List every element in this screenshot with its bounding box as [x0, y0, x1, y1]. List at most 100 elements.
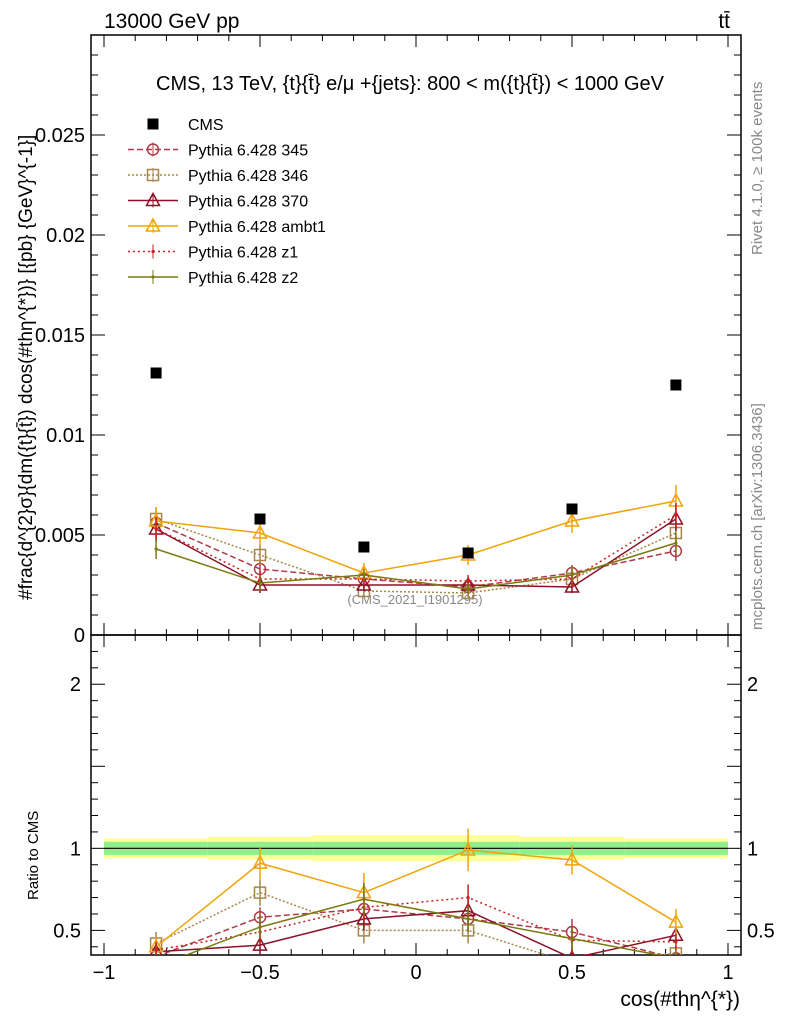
data-point-CMS — [358, 541, 370, 553]
series-line-p345 — [158, 908, 666, 955]
data-point-p346 — [253, 548, 267, 562]
y-tick-label: 0.02 — [46, 225, 85, 247]
beam-label: 13000 GeV pp — [104, 10, 239, 33]
y-tick-label-right: 0.5 — [747, 920, 775, 942]
series-z1 — [154, 503, 678, 587]
legend-marker-z2 — [151, 275, 155, 279]
data-point-z2 — [258, 925, 262, 929]
data-point-z2 — [154, 547, 158, 551]
legend-label: CMS — [188, 117, 224, 134]
data-point-z2 — [155, 965, 158, 968]
data-point-z1 — [674, 940, 678, 944]
y-tick-label: 0.01 — [46, 425, 85, 447]
legend-marker-p370 — [145, 191, 161, 207]
data-point-z2 — [362, 573, 366, 577]
y-tick-label: 0 — [74, 625, 85, 647]
x-tick-label: −1 — [93, 962, 116, 984]
data-point-z2 — [466, 587, 470, 591]
series-CMS — [150, 367, 682, 559]
main-panel: 0 0.005 0.01 0.015 0.02 0.025 — [35, 34, 742, 647]
series-line-z2 — [155, 542, 677, 590]
y-tick-label: 0.025 — [35, 125, 85, 147]
data-point-ambt1 — [252, 524, 268, 539]
series-z2 — [155, 882, 677, 968]
data-point-z2 — [466, 917, 470, 921]
data-point-z1 — [154, 948, 158, 952]
series-line-p346 — [155, 891, 676, 955]
data-point-ambt1 — [564, 512, 580, 527]
legend-item-z2: Pythia 6.428 z2 — [128, 270, 298, 287]
legend: CMS Pythia 6.428 345 Pythia 6.428 346 Pythi… — [128, 117, 326, 287]
series-line-z1 — [155, 514, 677, 582]
data-point-p370 — [149, 943, 163, 955]
series-line-p370 — [156, 909, 677, 955]
data-point-z2 — [258, 581, 262, 585]
ratio-panel: −1 −0.5 0 0.5 1 0.5 0.5 1 1 2 2 — [53, 634, 775, 984]
legend-item-ambt1: Pythia 6.428 ambt1 — [128, 217, 326, 236]
rivet-label: Rivet 4.1.0, ≥ 100k events — [749, 82, 766, 255]
legend-item-p346: Pythia 6.428 346 — [128, 168, 308, 185]
data-point-z2 — [570, 936, 574, 941]
data-point-ambt1 — [460, 841, 476, 856]
data-point-z2 — [674, 957, 677, 960]
legend-marker-p346 — [146, 168, 160, 182]
legend-item-CMS: CMS — [147, 117, 224, 134]
legend-label: Pythia 6.428 345 — [188, 143, 308, 160]
legend-marker-ambt1 — [145, 217, 161, 232]
legend-label: Pythia 6.428 ambt1 — [188, 219, 326, 236]
data-point-CMS — [462, 547, 474, 559]
series-z2 — [154, 533, 678, 595]
legend-marker-CMS — [147, 118, 159, 130]
data-point-z1 — [466, 895, 470, 900]
data-point-ambt1 — [668, 913, 684, 928]
data-point-z1 — [154, 527, 158, 531]
legend-marker-p345 — [146, 143, 160, 156]
legend-label: Pythia 6.428 370 — [188, 194, 308, 211]
series-line-p346 — [155, 518, 677, 594]
data-point-CMS — [566, 503, 578, 515]
series-ambt1 — [148, 828, 684, 955]
legend-label: Pythia 6.428 z2 — [188, 270, 298, 287]
x-tick-label: 0.5 — [558, 962, 586, 984]
legend-marker-z1 — [151, 249, 155, 254]
data-point-CMS — [254, 513, 266, 525]
analysis-tag: (CMS_2021_I1901295) — [347, 592, 482, 607]
data-point-CMS — [150, 367, 162, 379]
data-point-p370 — [356, 910, 372, 925]
series-line-p370 — [155, 518, 677, 588]
y-tick-label-right: 2 — [747, 674, 758, 696]
y-tick-label: 2 — [70, 674, 81, 696]
data-point-z2 — [570, 573, 574, 577]
ratio-frame — [90, 634, 742, 956]
legend-item-p345: Pythia 6.428 345 — [128, 142, 308, 160]
y-tick-label: 1 — [70, 838, 81, 860]
y-tick-label: 0.5 — [53, 920, 81, 942]
data-point-p346 — [253, 886, 267, 899]
data-point-p370 — [564, 578, 580, 593]
series-line-ambt1 — [156, 500, 677, 574]
series-line-ambt1 — [155, 849, 677, 948]
y-tick-label-right: 1 — [747, 838, 758, 860]
main-y-axis-title: #frac{d^{2}σ}{dm({t}{t̄}) dcos(#thη^{*})… — [16, 135, 37, 600]
series-line-z1 — [155, 896, 676, 951]
data-point-z1 — [674, 513, 678, 517]
plot-title: CMS, 13 TeV, {t}{t̄} e/μ +{jets}: 800 < … — [156, 73, 665, 95]
ratio-y-axis-title: Ratio to CMS — [25, 811, 42, 900]
x-tick-label: 0 — [410, 962, 421, 984]
data-point-p370 — [356, 576, 372, 591]
data-point-z1 — [466, 579, 470, 583]
y-tick-label: 0.015 — [35, 325, 85, 347]
mcplots-label: mcplots.cern.ch [arXiv:1306.3436] — [749, 403, 766, 630]
data-point-z2 — [362, 897, 366, 901]
legend-item-z1: Pythia 6.428 z1 — [128, 244, 298, 262]
x-tick-label: 1 — [722, 962, 733, 984]
data-point-p370 — [252, 936, 268, 951]
legend-label: Pythia 6.428 z1 — [188, 245, 298, 262]
series-line-p345 — [155, 522, 677, 588]
legend-label: Pythia 6.428 346 — [188, 168, 308, 185]
legend-item-p370: Pythia 6.428 370 — [128, 191, 308, 211]
process-label: tt̄ — [718, 10, 730, 33]
series-line-z2 — [184, 898, 663, 955]
y-tick-label: 0.005 — [35, 525, 85, 547]
